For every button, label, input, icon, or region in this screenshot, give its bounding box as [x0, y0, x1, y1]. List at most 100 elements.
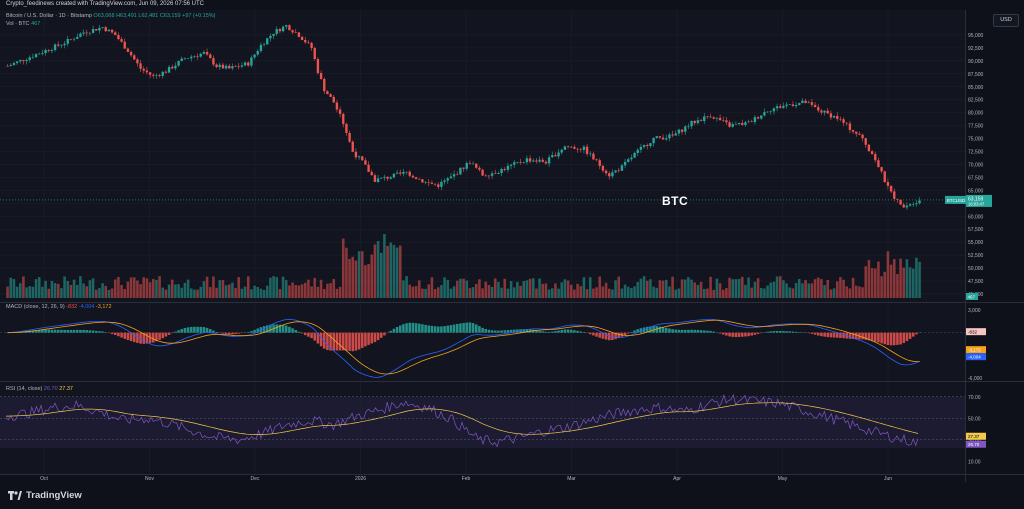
btc-annotation: BTC: [662, 194, 689, 208]
candle-body: [845, 122, 848, 124]
rsi-tick-label: 10.00: [968, 459, 981, 465]
volume-bar: [373, 244, 377, 298]
candle-body: [174, 65, 177, 69]
macd-hist-bar: [712, 331, 716, 333]
candle-body: [69, 39, 73, 40]
macd-hist-bar: [687, 329, 690, 333]
candle-body: [28, 57, 31, 61]
candle-body: [465, 163, 468, 169]
volume-bar: [269, 277, 272, 298]
macd-hist-bar: [348, 332, 351, 351]
candle-body: [573, 147, 576, 149]
volume-bar: [215, 287, 218, 298]
candle-body: [848, 123, 852, 131]
candle-body: [858, 133, 861, 135]
candle-body: [452, 174, 456, 177]
candle-body: [449, 176, 453, 179]
macd-hist-bar: [645, 326, 649, 333]
macd-hist-bar: [626, 332, 630, 334]
volume-bar: [750, 287, 754, 298]
volume-bar: [170, 279, 174, 298]
volume-bar: [500, 287, 503, 298]
candle-body: [190, 56, 193, 59]
macd-hist-bar: [740, 332, 744, 337]
volume-bar: [167, 284, 171, 298]
volume-bar: [661, 280, 665, 298]
candle-body: [779, 106, 782, 108]
macd-hist-bar: [721, 332, 725, 335]
symbol-tag-bg: [945, 195, 967, 204]
candle-body: [817, 107, 820, 111]
macd-hist-bar: [683, 329, 687, 333]
candle-body: [405, 171, 408, 173]
macd-hist-bar: [560, 329, 564, 333]
volume-bar: [775, 276, 779, 298]
candle-body: [785, 104, 788, 106]
volume-bar: [883, 271, 887, 298]
volume-bar: [117, 276, 120, 298]
candle-body: [535, 160, 538, 162]
candle-body: [313, 48, 316, 60]
candle-body: [829, 113, 833, 118]
macd-hist-bar: [31, 330, 35, 333]
macd-hist-bar: [319, 332, 323, 347]
macd-hist-bar: [354, 332, 358, 351]
volume-bar: [370, 254, 374, 298]
macd-hist-bar: [595, 332, 598, 337]
volume-bar: [34, 279, 38, 298]
time-tick-label: 2026: [355, 476, 366, 482]
macd-hist-bar: [262, 326, 266, 333]
currency-button[interactable]: USD: [993, 14, 1019, 27]
candle-body: [256, 51, 259, 55]
volume-bar: [845, 286, 849, 298]
candle-body: [804, 100, 807, 103]
volume-bar: [452, 286, 456, 298]
candle-body: [291, 30, 294, 33]
volume-bar: [82, 283, 85, 298]
ohlc-high: H63,491: [116, 13, 137, 19]
volume-bar: [303, 282, 307, 298]
volume-bar: [414, 286, 418, 298]
volume-bar: [386, 245, 389, 298]
volume-bar: [690, 279, 693, 298]
volume-bar: [360, 251, 364, 298]
volume-bar: [585, 289, 589, 298]
rsi-label: RSI (14, close): [6, 386, 43, 392]
volume-bar: [132, 277, 136, 298]
candle-body: [668, 134, 671, 139]
candle-body: [503, 168, 506, 170]
volume-bar: [636, 281, 640, 298]
volume-bar: [12, 279, 16, 298]
candle-body: [440, 181, 443, 187]
candle-body: [684, 126, 687, 132]
price-tick-label: 52,500: [968, 253, 984, 259]
volume-bar: [509, 281, 513, 298]
volume-bar: [617, 276, 621, 298]
volume-bar: [246, 276, 250, 298]
macd-hist-bar: [452, 324, 456, 333]
macd-hist-bar: [582, 332, 586, 333]
volume-bar: [237, 277, 241, 298]
candle-body: [722, 120, 725, 121]
macd-hist-bar: [364, 332, 367, 347]
volume-bar: [772, 281, 776, 298]
volume-bar: [41, 286, 44, 298]
candle-body: [544, 161, 548, 164]
macd-hist-bar: [395, 327, 399, 333]
macd-hist-bar: [639, 328, 643, 333]
macd-hist-bar: [747, 332, 750, 337]
macd-hist-bar: [915, 332, 918, 335]
candle-body: [133, 55, 136, 60]
macd-hist-bar: [183, 328, 187, 333]
macd-hist-bar: [778, 330, 782, 333]
volume-bar: [31, 286, 35, 298]
volume-bar: [348, 258, 351, 298]
candle-body: [652, 137, 655, 144]
candle-body: [79, 33, 82, 37]
volume-bar: [208, 287, 212, 298]
candle-body: [703, 116, 706, 122]
candle-body: [769, 111, 772, 112]
candle-body: [247, 62, 250, 66]
macd-hist-bar: [449, 325, 453, 333]
